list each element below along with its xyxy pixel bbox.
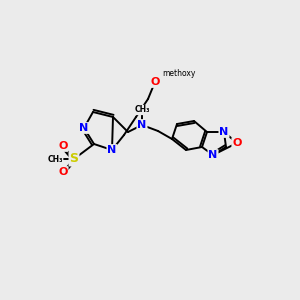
- Text: O: O: [58, 141, 68, 151]
- Text: CH₃: CH₃: [134, 106, 150, 115]
- Text: N: N: [137, 120, 147, 130]
- Text: N: N: [107, 145, 117, 155]
- Text: S: S: [70, 152, 79, 166]
- Text: N: N: [208, 150, 217, 160]
- Text: O: O: [232, 138, 242, 148]
- Text: O: O: [150, 77, 160, 87]
- Text: O: O: [58, 167, 68, 177]
- Text: CH₃: CH₃: [47, 154, 63, 164]
- Text: N: N: [219, 127, 229, 137]
- Text: N: N: [80, 123, 88, 133]
- Text: methoxy: methoxy: [162, 70, 195, 79]
